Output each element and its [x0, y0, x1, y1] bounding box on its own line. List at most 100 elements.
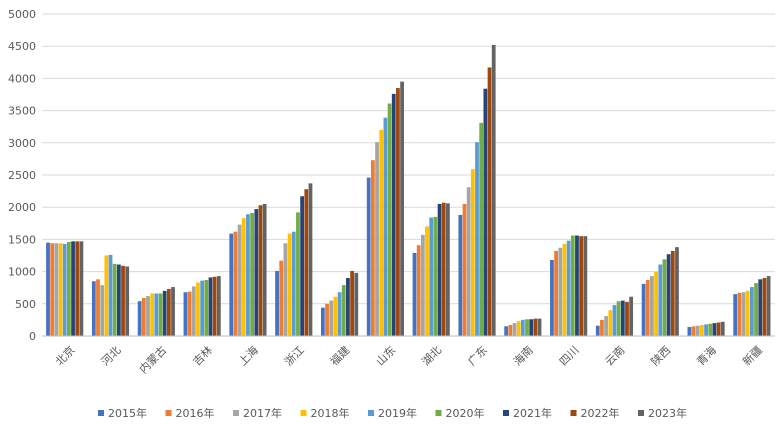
series-2017年 [54, 142, 746, 336]
y-axis: 0 500 1000 1500 2000 2500 3000 3500 4000 4500 5000 [8, 8, 36, 343]
bar [137, 301, 142, 336]
bar [708, 323, 713, 336]
bar [479, 122, 484, 336]
legend-item: 2019年 [368, 406, 417, 420]
bar [458, 214, 463, 336]
bar [750, 287, 754, 336]
bar [529, 319, 534, 336]
bar [670, 250, 675, 336]
bar [125, 266, 130, 336]
bar [291, 231, 296, 336]
bar [146, 296, 150, 336]
bar [229, 233, 234, 336]
y-tick-label: 3500 [8, 105, 36, 118]
bar [600, 319, 604, 336]
bar [429, 217, 434, 336]
bar [112, 263, 117, 336]
x-tick-label: 浙江 [282, 344, 307, 369]
bar [354, 272, 359, 336]
bar [200, 280, 205, 336]
legend-swatch [638, 410, 644, 416]
series-2016年 [50, 160, 742, 336]
bar [196, 282, 200, 336]
bar [525, 319, 529, 336]
bar [158, 293, 163, 336]
legend-item: 2022年 [570, 406, 620, 420]
bar [366, 177, 371, 336]
bar [108, 254, 113, 336]
bars [46, 44, 771, 337]
bar [716, 322, 721, 336]
legend-swatch [165, 410, 172, 416]
x-tick-label: 上海 [235, 343, 260, 368]
bar [150, 293, 155, 336]
bar [379, 129, 384, 336]
bar [187, 291, 192, 336]
x-tick-label: 陕西 [648, 343, 673, 368]
legend-item: 2020年 [435, 406, 485, 420]
x-tick-label: 云南 [603, 344, 628, 369]
bar [675, 247, 679, 336]
bar [446, 203, 450, 336]
bar [91, 281, 96, 336]
bar [237, 224, 242, 336]
bar [171, 287, 175, 336]
bar [258, 205, 263, 336]
legend-swatch [300, 410, 307, 416]
bar [346, 278, 350, 336]
bar [575, 235, 579, 336]
legend-swatch [435, 410, 442, 416]
y-tick-label: 1000 [8, 266, 36, 279]
bar [462, 203, 467, 336]
bar [350, 270, 354, 336]
bar [608, 310, 613, 336]
bar [662, 259, 667, 336]
bar [641, 283, 646, 336]
bar [733, 294, 738, 336]
bar [341, 285, 346, 336]
bar [650, 276, 654, 336]
series-2019年 [62, 117, 754, 337]
bar [625, 301, 629, 336]
y-tick-label: 5000 [8, 8, 36, 21]
series-2021年 [71, 88, 763, 336]
bar [396, 88, 400, 336]
legend-label: 2021年 [513, 406, 552, 420]
bar [620, 300, 625, 336]
legend-swatch [233, 410, 239, 416]
bar [554, 250, 558, 336]
x-tick-label: 海南 [510, 343, 535, 368]
x-tick-label: 青海 [694, 343, 719, 368]
y-tick-label: 4500 [8, 40, 36, 53]
series-2020年 [66, 103, 758, 337]
bar [550, 260, 554, 336]
bar [275, 270, 279, 336]
bar [241, 218, 246, 336]
bar [79, 241, 84, 336]
bar [645, 279, 650, 336]
legend-label: 2018年 [311, 406, 350, 420]
bar [337, 292, 342, 336]
bar [154, 293, 159, 336]
bar [579, 236, 584, 336]
bar [204, 279, 209, 336]
bar [487, 67, 492, 336]
legend-swatch [570, 410, 577, 416]
series-2015年 [46, 177, 738, 336]
bar [304, 189, 309, 336]
x-tick-label: 四川 [557, 344, 582, 369]
legend-item: 2021年 [503, 406, 552, 420]
bar [654, 271, 658, 336]
bar [595, 325, 600, 336]
bar [216, 276, 221, 336]
bar [666, 254, 671, 336]
legend-item: 2015年 [98, 406, 147, 420]
y-tick-label: 1500 [8, 233, 36, 246]
bar [570, 235, 575, 336]
bar [300, 196, 304, 336]
bar [162, 290, 167, 336]
bar [375, 142, 379, 336]
bar [687, 326, 692, 336]
bar [62, 243, 67, 336]
bar [629, 296, 634, 336]
